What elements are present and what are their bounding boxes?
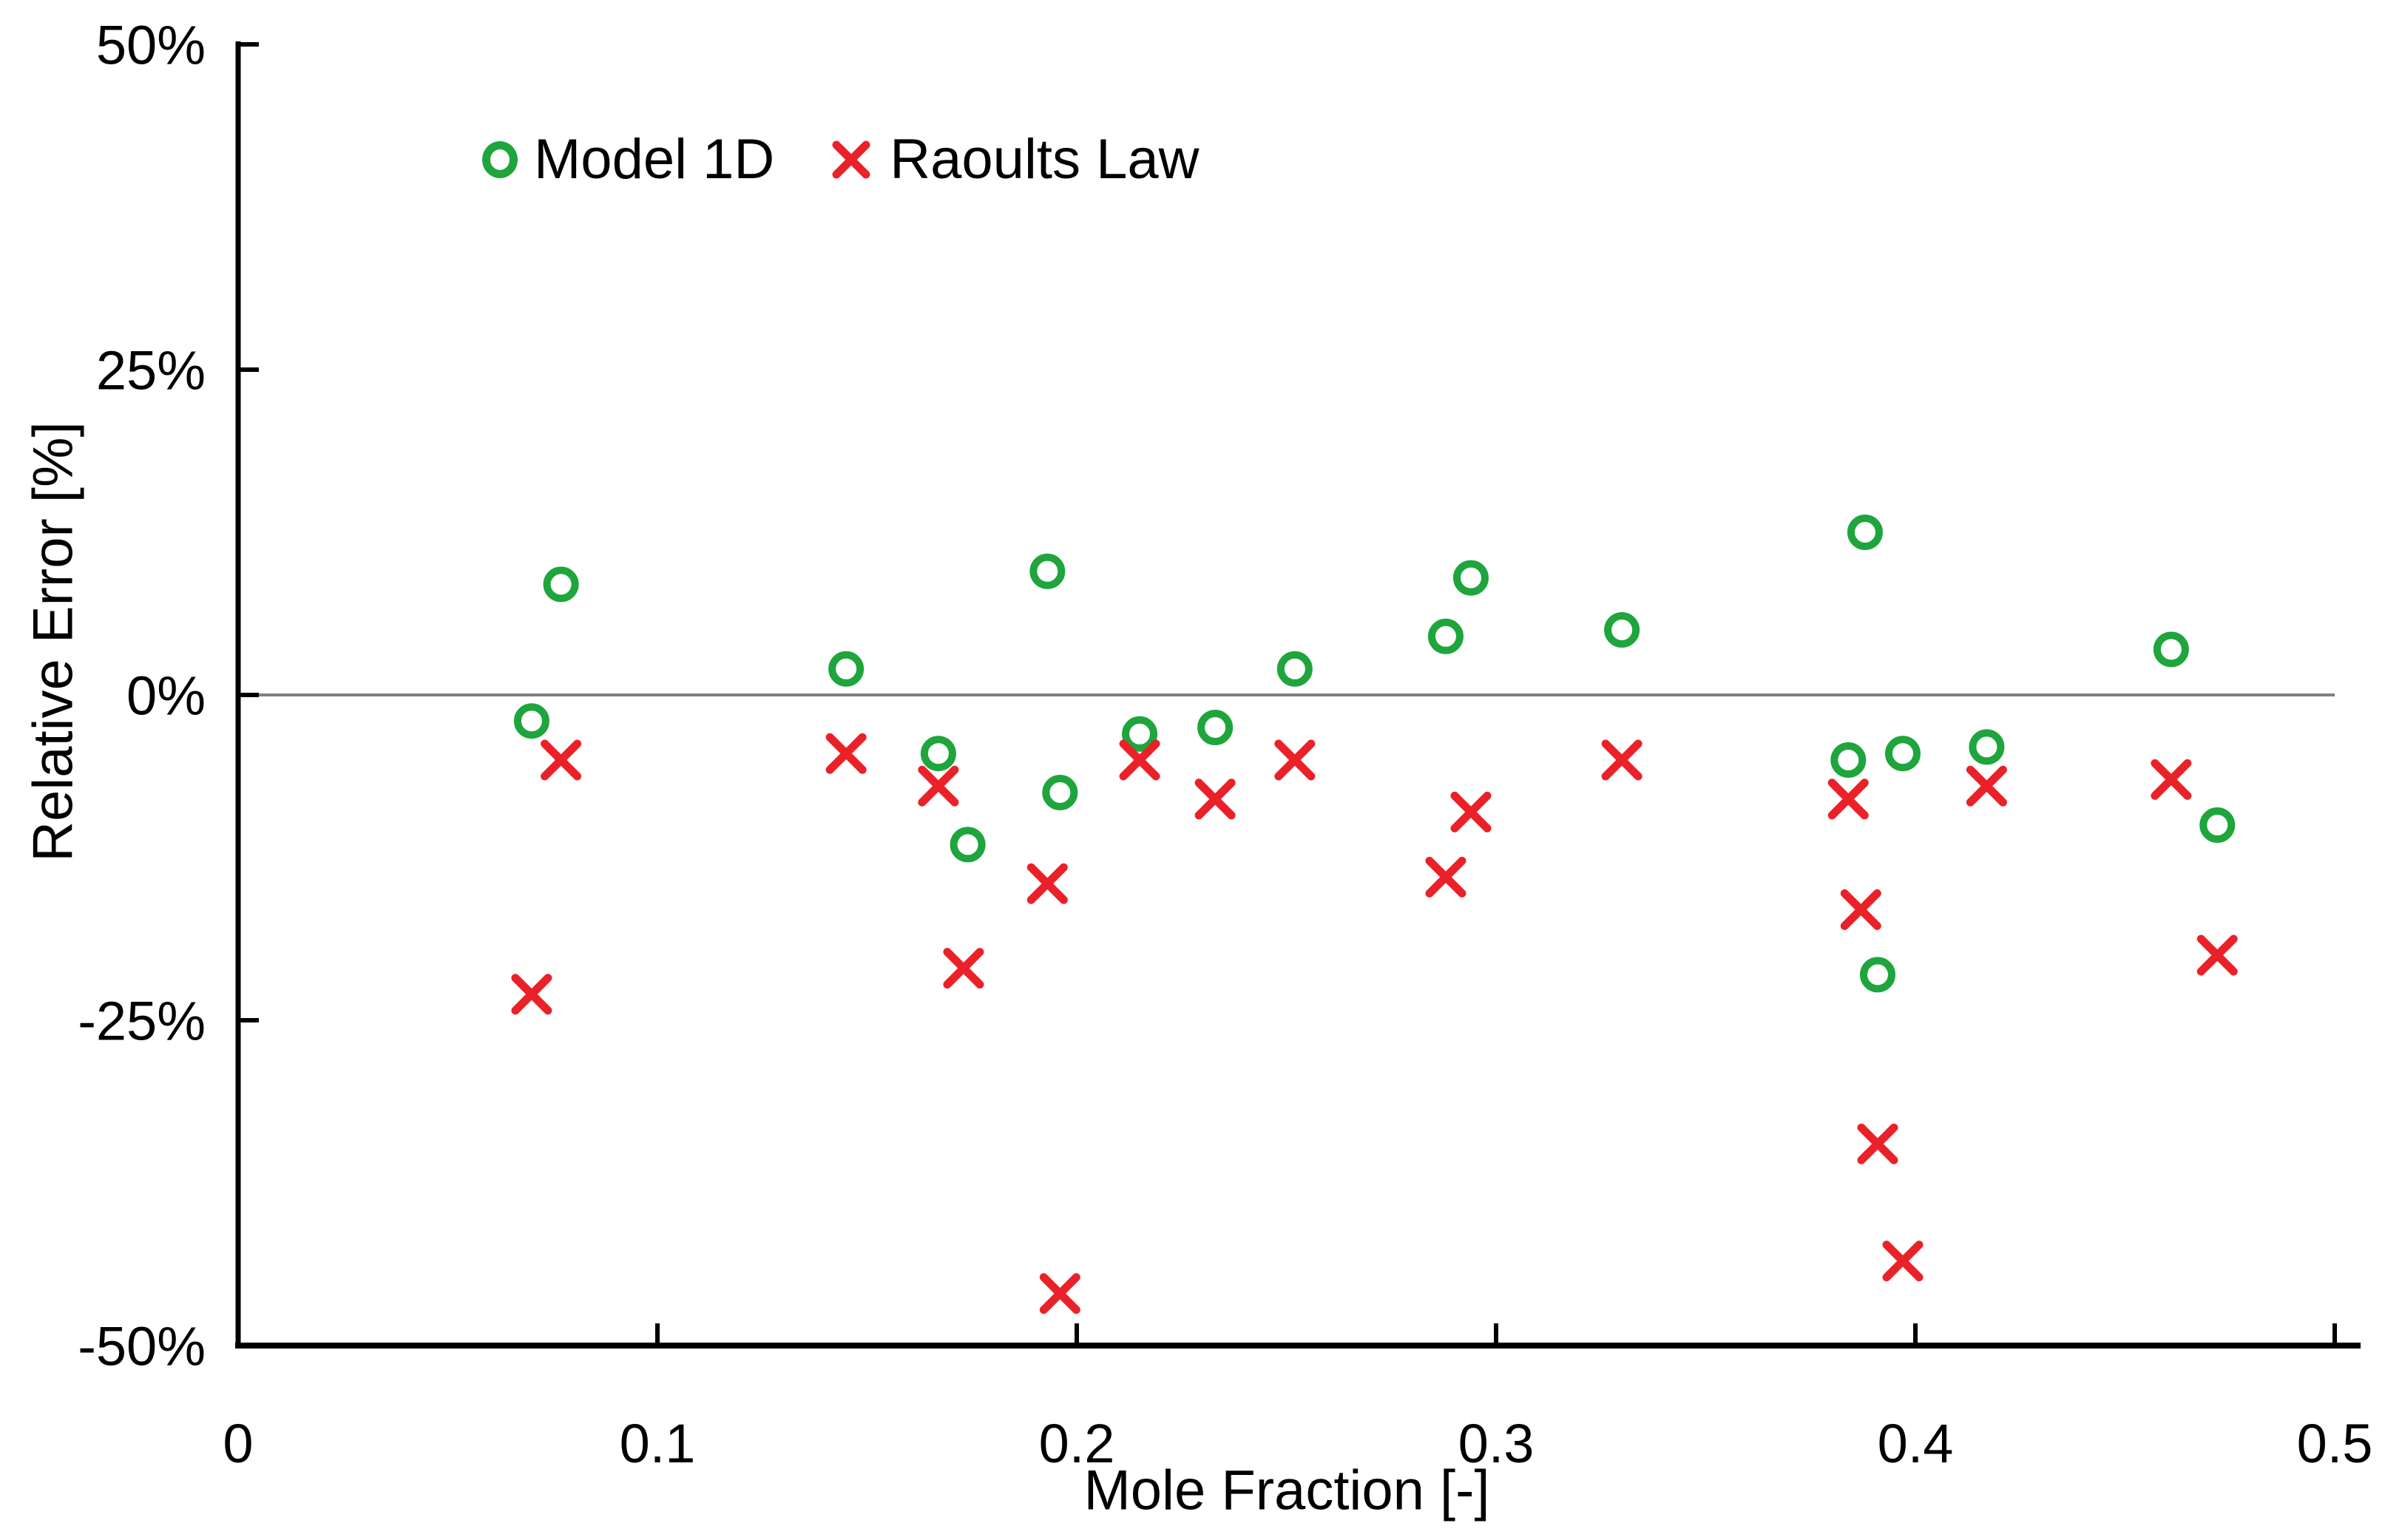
raoults-law-point — [943, 948, 984, 989]
raoults-law-point — [1966, 765, 2007, 807]
x-tick-label: 0.3 — [1458, 1413, 1535, 1474]
raoults-law-point — [1601, 739, 1643, 781]
model-1d-point — [1276, 651, 1313, 687]
model-1d-point — [920, 736, 956, 772]
raoults-law-point — [541, 739, 582, 781]
model-1d-point — [513, 703, 549, 739]
raoults-law-point — [918, 765, 959, 807]
model-1d-point — [1427, 618, 1464, 654]
raoults-law-point — [2151, 759, 2192, 800]
model-1d-point — [2199, 807, 2236, 843]
raoults-law-point — [1026, 863, 1068, 904]
model-1d-point — [1197, 710, 1234, 745]
raoults-law-point — [1274, 739, 1316, 781]
raoults-law-point — [1425, 856, 1466, 898]
x-axis-title: Mole Fraction [-] — [1083, 1459, 1490, 1522]
model-1d-point — [950, 827, 986, 863]
legend: Model 1D Raoults Law — [482, 132, 1200, 188]
x-tick-label: 0 — [223, 1413, 253, 1474]
model-1d-point — [543, 566, 579, 603]
model-1d-point — [1859, 957, 1895, 993]
raoults-law-point — [1840, 889, 1881, 930]
raoults-law-point — [825, 733, 867, 774]
raoults-law-point — [1039, 1273, 1080, 1315]
model-1d-point — [2153, 631, 2189, 668]
circle-marker-icon — [482, 141, 518, 178]
model-1d-point — [1452, 560, 1489, 596]
legend-item-raoults-law: Raoults Law — [829, 128, 1200, 191]
legend-item-model-1d: Model 1D — [482, 132, 774, 188]
model-1d-point — [1847, 515, 1883, 550]
model-1d-point — [1122, 716, 1158, 752]
legend-label-model-1d: Model 1D — [534, 128, 775, 191]
raoults-law-point — [511, 974, 552, 1015]
x-tick-label: 0.4 — [1878, 1413, 1954, 1474]
x-tick-label: 0.1 — [620, 1413, 696, 1474]
y-tick-label: -25% — [78, 991, 206, 1052]
raoults-law-point — [1827, 779, 1869, 820]
model-1d-point — [828, 651, 865, 687]
raoults-law-point — [1119, 739, 1160, 781]
y-axis-title: Relative Error [%] — [21, 421, 85, 862]
x-tick-label: 0.5 — [2297, 1413, 2373, 1474]
raoults-law-point — [1450, 791, 1492, 832]
model-1d-point — [1830, 742, 1867, 778]
y-tick-label: 0% — [126, 665, 206, 727]
model-1d-point — [1884, 736, 1921, 772]
raoults-law-point — [1857, 1123, 1898, 1164]
model-1d-point — [1029, 553, 1066, 589]
x-marker-icon — [832, 140, 870, 179]
model-1d-point — [1604, 612, 1640, 648]
model-1d-point — [1042, 775, 1078, 810]
raoults-law-point — [1882, 1241, 1924, 1282]
y-tick-label: 50% — [96, 15, 206, 76]
raoults-law-point — [2196, 934, 2238, 976]
legend-label-raoults-law: Raoults Law — [890, 128, 1200, 191]
model-1d-point — [1969, 729, 2005, 765]
y-tick-label: -50% — [78, 1316, 206, 1377]
x-tick-label: 0.2 — [1039, 1413, 1115, 1474]
raoults-law-point — [1194, 779, 1236, 820]
y-tick-label: 25% — [96, 340, 206, 401]
